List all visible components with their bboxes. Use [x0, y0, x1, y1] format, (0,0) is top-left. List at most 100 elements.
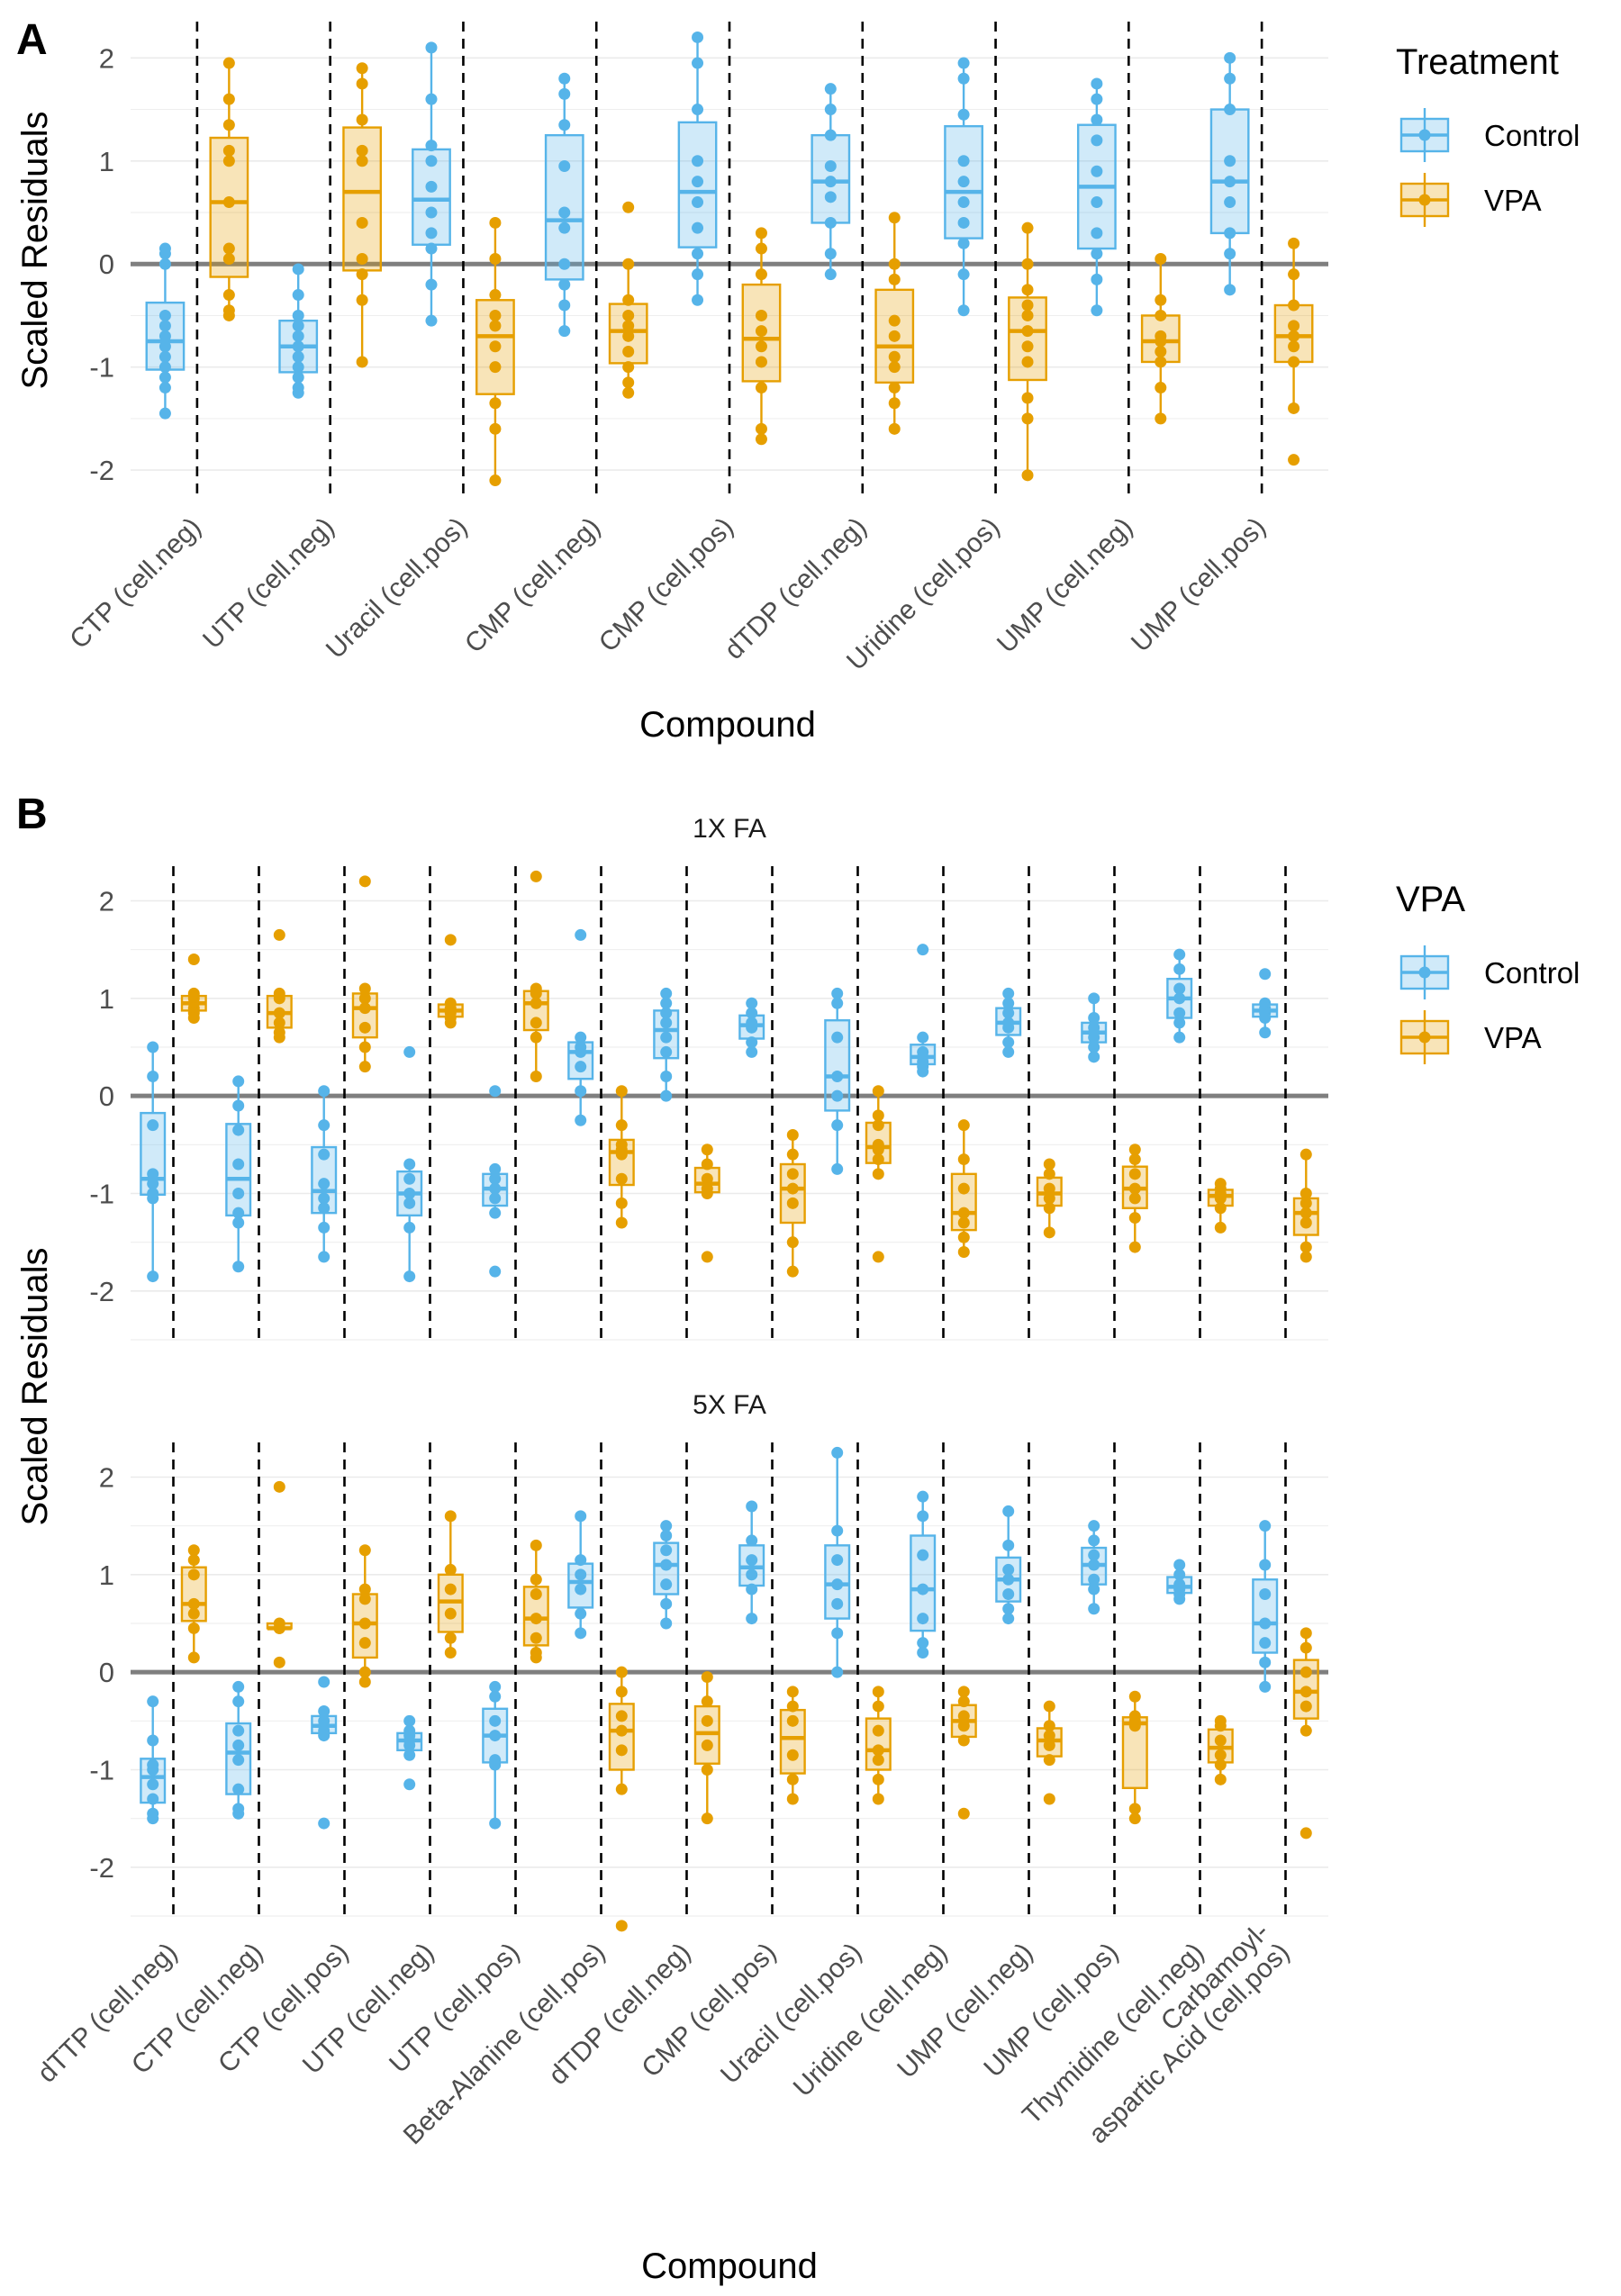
vpa-beta-alanine-cell-pos-point	[615, 1085, 628, 1098]
control-utp-cell-pos-point	[489, 1192, 502, 1205]
legend-item-vpa: VPA	[1399, 1010, 1542, 1064]
control-utp-cell-neg-point	[403, 1221, 416, 1234]
control-utp-cell-neg-point	[292, 289, 304, 302]
vpa-dttp-cell-neg-point	[187, 1607, 200, 1620]
control-ctp-cell-neg-point	[232, 1158, 245, 1171]
vpa-utp-cell-neg-point	[444, 934, 457, 946]
control-ctp-cell-neg-point	[232, 1754, 245, 1767]
control-uridine-cell-pos-point	[957, 216, 970, 229]
control-utp-cell-neg-point	[292, 263, 304, 276]
vpa-uracil-cell-pos-point	[872, 1724, 884, 1737]
legend-key-point	[1418, 129, 1431, 141]
y-tick-label: -1	[89, 352, 114, 384]
vpa-ctp-cell-neg-point	[273, 992, 285, 1005]
vpa-utp-cell-neg-point	[356, 253, 368, 265]
control-beta-alanine-cell-pos-point	[575, 1568, 587, 1581]
vpa-cmp-cell-pos-point	[755, 325, 767, 338]
panel-b-letter: B	[16, 791, 48, 838]
control-cmp-cell-neg-point	[558, 206, 571, 219]
control-ctp-cell-pos-point	[318, 1202, 331, 1215]
control-thymidine-cell-neg-point	[1173, 1031, 1186, 1044]
vpa-utp-cell-pos-point	[530, 1632, 542, 1644]
control-thymidine-cell-neg-point	[1173, 992, 1186, 1005]
vpa-uracil-cell-pos-point	[872, 1085, 884, 1098]
control-ctp-cell-pos-point	[318, 1705, 331, 1717]
vpa-ctp-cell-neg-point	[222, 119, 235, 131]
control-beta-alanine-cell-pos-point	[575, 928, 587, 941]
vpa-ump-cell-pos-point	[1288, 237, 1300, 249]
vpa-uridine-cell-pos-point	[1021, 392, 1034, 404]
vpa-ump-cell-pos-point	[1288, 356, 1300, 368]
vpa-ctp-cell-neg-point	[222, 57, 235, 69]
control-cmp-cell-pos-point	[692, 196, 704, 209]
vpa-ctp-cell-pos-point	[358, 982, 371, 995]
control-cmp-cell-pos-point	[692, 31, 704, 43]
control-utp-cell-neg-point	[292, 386, 304, 399]
series-vpa	[209, 57, 1314, 487]
control-ump-cell-pos-point	[1088, 1534, 1100, 1547]
vpa-ctp-cell-pos-point	[358, 1041, 371, 1053]
vpa-ump-cell-neg-point	[1155, 309, 1167, 321]
vpa-ctp-cell-pos-point	[358, 875, 371, 888]
vpa-cmp-cell-neg-point	[622, 309, 635, 321]
control-cmp-cell-neg-point	[558, 119, 571, 131]
control-cmp-cell-pos-point	[746, 1036, 758, 1049]
control-carbamoyl-aspartic-acid-cell-pos-point	[1259, 968, 1272, 981]
control-dttp-cell-neg-point	[147, 1270, 159, 1283]
vpa-ctp-cell-pos-point	[358, 1617, 371, 1630]
y-tick-label: 2	[99, 42, 114, 74]
vpa-cmp-cell-pos-point	[786, 1749, 799, 1761]
control-ctp-cell-pos-point	[318, 1119, 331, 1132]
control-carbamoyl-aspartic-acid-cell-pos-point	[1259, 1680, 1272, 1693]
control-utp-cell-neg-point	[403, 1714, 416, 1727]
y-tick-label: 2	[99, 1462, 114, 1494]
vpa-dttp-cell-neg-point	[187, 954, 200, 965]
control-ctp-cell-pos-point	[318, 1192, 331, 1205]
panel-b-legend: VPA Control VPA	[1396, 880, 1580, 1064]
control-cmp-cell-pos-point	[746, 1007, 758, 1019]
control-beta-alanine-cell-pos-point	[575, 1085, 587, 1098]
control-beta-alanine-cell-pos-point	[575, 1583, 587, 1595]
control-cmp-cell-pos-point	[692, 248, 704, 260]
vpa-ctp-cell-pos-point	[358, 1583, 371, 1595]
control-utp-cell-neg-point	[292, 371, 304, 384]
vpa-carbamoyl-aspartic-acid-cell-pos-point	[1300, 1197, 1312, 1209]
control-uracil-cell-pos-point	[831, 1554, 844, 1567]
control-utp-cell-pos-point	[489, 1714, 502, 1727]
vpa-ctp-cell-neg-point	[222, 144, 235, 157]
control-uridine-cell-pos-point	[957, 268, 970, 281]
vpa-ctp-cell-neg-point	[273, 1031, 285, 1044]
control-carbamoyl-aspartic-acid-cell-pos-point	[1259, 1637, 1272, 1650]
vpa-cmp-cell-pos-point	[786, 1686, 799, 1698]
vpa-utp-cell-pos-point	[530, 1071, 542, 1082]
control-uracil-cell-pos-point	[831, 1162, 844, 1175]
control-dttp-cell-neg-point	[147, 1041, 159, 1053]
control-utp-cell-pos-point	[489, 1690, 502, 1703]
control-ump-cell-neg-point	[1091, 165, 1103, 177]
control-ump-cell-neg-point	[1091, 93, 1103, 105]
control-thymidine-cell-neg-point	[1173, 963, 1186, 975]
vpa-cmp-cell-neg-point	[622, 330, 635, 342]
vpa-ump-cell-neg-point	[1043, 1793, 1055, 1805]
vpa-ump-cell-neg-point	[1043, 1182, 1055, 1195]
vpa-dtdp-cell-neg-point	[701, 1764, 713, 1776]
legend-label-control: Control	[1484, 956, 1580, 990]
x-tick-label-cmp-cell-neg: CMP (cell.neg)	[459, 512, 606, 659]
vpa-ump-cell-pos-point	[1128, 1192, 1141, 1205]
control-ump-cell-pos-point	[1088, 1031, 1100, 1044]
vpa-uracil-cell-pos-point	[872, 1251, 884, 1263]
control-ctp-cell-pos-point	[318, 1817, 331, 1830]
control-cmp-cell-pos-point	[692, 57, 704, 69]
vpa-ump-cell-pos-point	[1128, 1153, 1141, 1166]
control-cmp-cell-pos-point	[692, 176, 704, 188]
control-dttp-cell-neg-point	[147, 1734, 159, 1747]
vpa-uracil-cell-pos-point	[489, 422, 502, 435]
control-cmp-cell-pos-point	[746, 997, 758, 1009]
control-ump-cell-neg-point	[1091, 227, 1103, 240]
control-ump-cell-neg-point	[1091, 196, 1103, 209]
control-uridine-cell-neg-point	[917, 1613, 929, 1625]
vpa-uridine-cell-neg-point	[957, 1231, 970, 1243]
vpa-uracil-cell-pos-point	[489, 397, 502, 410]
vpa-ump-cell-pos-point	[1288, 320, 1300, 332]
